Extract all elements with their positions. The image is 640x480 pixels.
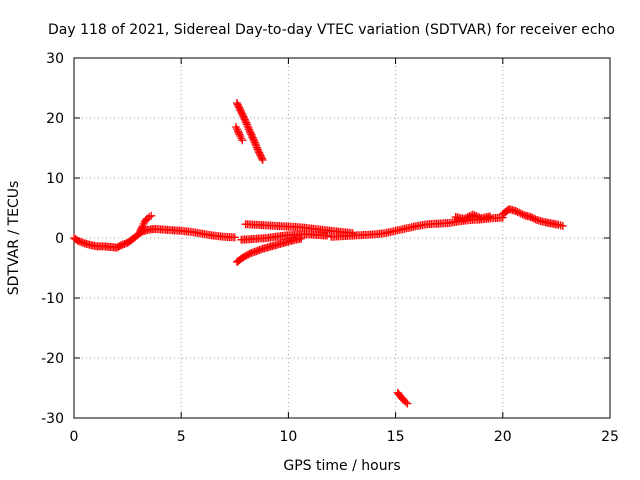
y-tick-label: -30 [41, 411, 64, 427]
y-tick-label: -10 [41, 291, 64, 307]
axis-ticks [73, 57, 611, 419]
data-marks [70, 99, 567, 408]
data-point [242, 118, 251, 127]
data-point [461, 213, 470, 222]
data-point [472, 212, 481, 221]
series-high-descent-1 [232, 99, 267, 164]
data-point [252, 141, 261, 150]
data-point [518, 210, 527, 219]
x-tick-label: 25 [601, 429, 619, 445]
data-point [468, 210, 477, 219]
series-spike-near-3.5h [136, 211, 156, 235]
data-point [252, 143, 261, 152]
data-point [258, 156, 267, 164]
series-low-excursion [393, 388, 412, 408]
data-point [250, 138, 259, 147]
data-point [463, 213, 472, 222]
data-point [558, 222, 567, 230]
data-point [401, 398, 410, 407]
data-point [513, 207, 522, 216]
series-middle-branch [237, 230, 331, 244]
series-high-descent-2 [231, 123, 247, 145]
data-point [403, 399, 412, 408]
data-point [244, 123, 253, 132]
series-lower-branch [232, 234, 306, 266]
data-point [250, 136, 259, 145]
data-point [516, 209, 525, 218]
data-point [243, 122, 252, 131]
x-tick-label: 20 [494, 429, 512, 445]
x-tick-label: 15 [387, 429, 405, 445]
y-tick-label: 30 [46, 51, 64, 67]
data-point [235, 130, 244, 139]
data-point [251, 140, 260, 149]
data-point [147, 211, 156, 220]
data-point [230, 233, 239, 242]
data-point [238, 136, 247, 145]
data-point [257, 154, 266, 163]
y-tick-label: 0 [55, 231, 64, 247]
y-tick-label: 20 [46, 111, 64, 127]
data-point [241, 117, 250, 125]
series-late-track [498, 205, 567, 230]
data-point [322, 231, 331, 240]
data-point [137, 223, 146, 232]
data-point [531, 215, 540, 224]
series-isolated-17-19h [451, 210, 494, 223]
data-point [297, 234, 306, 243]
y-axis-label: SDTVAR / TECUs [6, 181, 22, 296]
x-tick-label: 10 [279, 429, 297, 445]
y-tick-label: 10 [46, 171, 64, 187]
data-point [515, 208, 524, 217]
y-tick-label: -20 [41, 351, 64, 367]
data-point [465, 212, 474, 221]
data-point [511, 207, 520, 215]
x-axis-label: GPS time / hours [283, 458, 400, 474]
x-tick-label: 5 [177, 429, 186, 445]
data-point [460, 214, 469, 223]
data-point [470, 211, 479, 220]
x-tick-label: 0 [70, 429, 79, 445]
data-point [473, 212, 482, 221]
x-tick-labels: 0 5 10 15 20 25 [70, 429, 619, 445]
data-point [242, 120, 251, 129]
data-point [485, 212, 494, 221]
y-tick-labels: -30 -20 -10 0 10 20 30 [41, 51, 64, 427]
chart-title: Day 118 of 2021, Sidereal Day-to-day VTE… [48, 22, 615, 38]
